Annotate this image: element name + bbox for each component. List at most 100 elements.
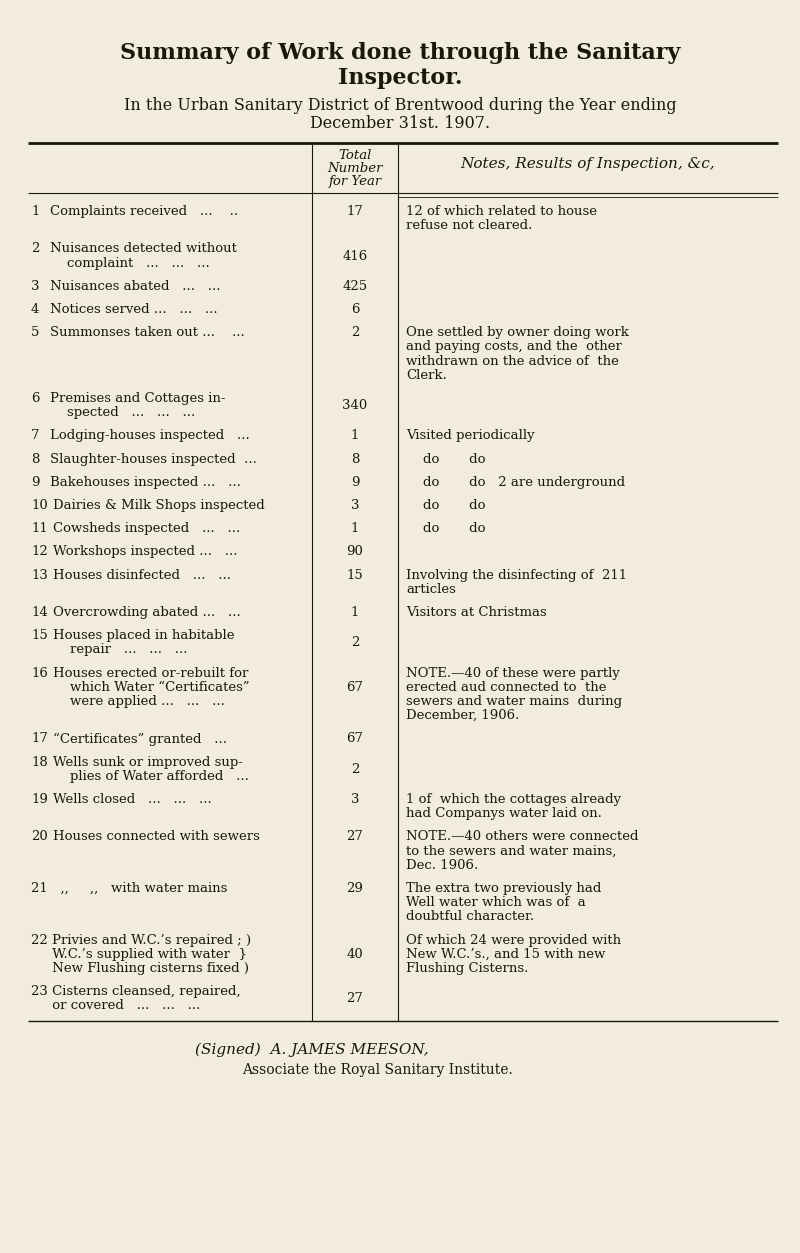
Text: Total: Total bbox=[338, 149, 372, 162]
Text: W.C.’s supplied with water  }: W.C.’s supplied with water } bbox=[31, 947, 247, 961]
Text: Overcrowding abated ...   ...: Overcrowding abated ... ... bbox=[53, 606, 241, 619]
Text: doubtful character.: doubtful character. bbox=[406, 911, 534, 923]
Text: 13: 13 bbox=[31, 569, 48, 581]
Text: 1 of  which the cottages already: 1 of which the cottages already bbox=[406, 793, 621, 806]
Text: Houses disinfected   ...   ...: Houses disinfected ... ... bbox=[53, 569, 231, 581]
Text: 23 Cisterns cleansed, repaired,: 23 Cisterns cleansed, repaired, bbox=[31, 985, 241, 999]
Text: Inspector.: Inspector. bbox=[338, 66, 462, 89]
Text: 2: 2 bbox=[351, 637, 359, 649]
Text: Premises and Cottages in-: Premises and Cottages in- bbox=[50, 392, 226, 405]
Text: NOTE.—40 others were connected: NOTE.—40 others were connected bbox=[406, 831, 638, 843]
Text: 3: 3 bbox=[350, 793, 359, 806]
Text: (Signed)  A. JAMES MEESON,: (Signed) A. JAMES MEESON, bbox=[195, 1042, 429, 1058]
Text: withdrawn on the advice of  the: withdrawn on the advice of the bbox=[406, 355, 619, 367]
Text: 3: 3 bbox=[31, 279, 39, 293]
Text: New Flushing cisterns fixed ): New Flushing cisterns fixed ) bbox=[31, 962, 249, 975]
Text: One settled by owner doing work: One settled by owner doing work bbox=[406, 326, 629, 340]
Text: had Companys water laid on.: had Companys water laid on. bbox=[406, 807, 602, 821]
Text: 1: 1 bbox=[351, 606, 359, 619]
Text: Lodging-houses inspected   ...: Lodging-houses inspected ... bbox=[50, 430, 250, 442]
Text: 67: 67 bbox=[346, 680, 363, 694]
Text: Clerk.: Clerk. bbox=[406, 368, 447, 382]
Text: 20: 20 bbox=[31, 831, 48, 843]
Text: refuse not cleared.: refuse not cleared. bbox=[406, 219, 532, 232]
Text: Cowsheds inspected   ...   ...: Cowsheds inspected ... ... bbox=[53, 523, 240, 535]
Text: 27: 27 bbox=[346, 992, 363, 1005]
Text: plies of Water afforded   ...: plies of Water afforded ... bbox=[53, 769, 249, 783]
Text: Well water which was of  a: Well water which was of a bbox=[406, 896, 586, 910]
Text: 2: 2 bbox=[351, 763, 359, 776]
Text: 17: 17 bbox=[31, 733, 48, 746]
Text: Bakehouses inspected ...   ...: Bakehouses inspected ... ... bbox=[50, 476, 241, 489]
Text: Summonses taken out ...    ...: Summonses taken out ... ... bbox=[50, 326, 245, 340]
Text: 2: 2 bbox=[31, 242, 39, 256]
Text: 22 Privies and W.C.’s repaired ; ): 22 Privies and W.C.’s repaired ; ) bbox=[31, 933, 251, 946]
Text: Notices served ...   ...   ...: Notices served ... ... ... bbox=[50, 303, 218, 316]
Text: Wells closed   ...   ...   ...: Wells closed ... ... ... bbox=[53, 793, 212, 806]
Text: 27: 27 bbox=[346, 831, 363, 843]
Text: 4: 4 bbox=[31, 303, 39, 316]
Text: 1: 1 bbox=[31, 205, 39, 218]
Text: spected   ...   ...   ...: spected ... ... ... bbox=[50, 406, 195, 420]
Text: Visitors at Christmas: Visitors at Christmas bbox=[406, 606, 546, 619]
Text: The extra two previously had: The extra two previously had bbox=[406, 882, 602, 895]
Text: 8: 8 bbox=[351, 452, 359, 466]
Text: “Certificates” granted   ...: “Certificates” granted ... bbox=[53, 733, 227, 746]
Text: 12 of which related to house: 12 of which related to house bbox=[406, 205, 597, 218]
Text: Associate the Royal Sanitary Institute.: Associate the Royal Sanitary Institute. bbox=[242, 1063, 513, 1076]
Text: Dairies & Milk Shops inspected: Dairies & Milk Shops inspected bbox=[53, 499, 265, 512]
Text: 9: 9 bbox=[350, 476, 359, 489]
Text: NOTE.—40 of these were partly: NOTE.—40 of these were partly bbox=[406, 667, 620, 679]
Text: Workshops inspected ...   ...: Workshops inspected ... ... bbox=[53, 545, 238, 559]
Text: 21   ,,     ,,   with water mains: 21 ,, ,, with water mains bbox=[31, 882, 227, 895]
Text: do       do: do do bbox=[406, 452, 486, 466]
Text: Nuisances detected without: Nuisances detected without bbox=[50, 242, 237, 256]
Text: Summary of Work done through the Sanitary: Summary of Work done through the Sanitar… bbox=[120, 43, 680, 64]
Text: Slaughter-houses inspected  ...: Slaughter-houses inspected ... bbox=[50, 452, 257, 466]
Text: New W.C.’s., and 15 with new: New W.C.’s., and 15 with new bbox=[406, 947, 606, 961]
Text: 6: 6 bbox=[31, 392, 39, 405]
Text: Flushing Cisterns.: Flushing Cisterns. bbox=[406, 962, 528, 975]
Text: 10: 10 bbox=[31, 499, 48, 512]
Text: Dec. 1906.: Dec. 1906. bbox=[406, 858, 478, 872]
Text: 40: 40 bbox=[346, 947, 363, 961]
Text: were applied ...   ...   ...: were applied ... ... ... bbox=[53, 695, 225, 708]
Text: Houses placed in habitable: Houses placed in habitable bbox=[53, 629, 234, 643]
Text: Wells sunk or improved sup-: Wells sunk or improved sup- bbox=[53, 756, 243, 768]
Text: December 31st. 1907.: December 31st. 1907. bbox=[310, 115, 490, 132]
Text: 7: 7 bbox=[31, 430, 39, 442]
Text: Nuisances abated   ...   ...: Nuisances abated ... ... bbox=[50, 279, 221, 293]
Text: do       do: do do bbox=[406, 499, 486, 512]
Text: do       do   2 are underground: do do 2 are underground bbox=[406, 476, 625, 489]
Text: Visited periodically: Visited periodically bbox=[406, 430, 534, 442]
Text: 67: 67 bbox=[346, 733, 363, 746]
Text: complaint   ...   ...   ...: complaint ... ... ... bbox=[50, 257, 210, 269]
Text: December, 1906.: December, 1906. bbox=[406, 709, 519, 722]
Text: repair   ...   ...   ...: repair ... ... ... bbox=[53, 643, 187, 657]
Text: Notes, Results of Inspection, &c,: Notes, Results of Inspection, &c, bbox=[461, 157, 715, 170]
Text: 17: 17 bbox=[346, 205, 363, 218]
Text: 340: 340 bbox=[342, 400, 368, 412]
Text: 1: 1 bbox=[351, 523, 359, 535]
Text: 425: 425 bbox=[342, 279, 367, 293]
Text: 6: 6 bbox=[350, 303, 359, 316]
Text: 8: 8 bbox=[31, 452, 39, 466]
Text: 5: 5 bbox=[31, 326, 39, 340]
Text: Houses connected with sewers: Houses connected with sewers bbox=[53, 831, 260, 843]
Text: for Year: for Year bbox=[328, 175, 382, 188]
Text: and paying costs, and the  other: and paying costs, and the other bbox=[406, 341, 622, 353]
Text: which Water “Certificates”: which Water “Certificates” bbox=[53, 680, 250, 694]
Text: 16: 16 bbox=[31, 667, 48, 679]
Text: 15: 15 bbox=[346, 569, 363, 581]
Text: 14: 14 bbox=[31, 606, 48, 619]
Text: articles: articles bbox=[406, 583, 456, 595]
Text: or covered   ...   ...   ...: or covered ... ... ... bbox=[31, 1000, 200, 1012]
Text: 11: 11 bbox=[31, 523, 48, 535]
Text: 1: 1 bbox=[351, 430, 359, 442]
Text: 12: 12 bbox=[31, 545, 48, 559]
Text: do       do: do do bbox=[406, 523, 486, 535]
Text: 29: 29 bbox=[346, 882, 363, 895]
Text: sewers and water mains  during: sewers and water mains during bbox=[406, 695, 622, 708]
Text: Of which 24 were provided with: Of which 24 were provided with bbox=[406, 933, 621, 946]
Text: In the Urban Sanitary District of Brentwood during the Year ending: In the Urban Sanitary District of Brentw… bbox=[124, 96, 676, 114]
